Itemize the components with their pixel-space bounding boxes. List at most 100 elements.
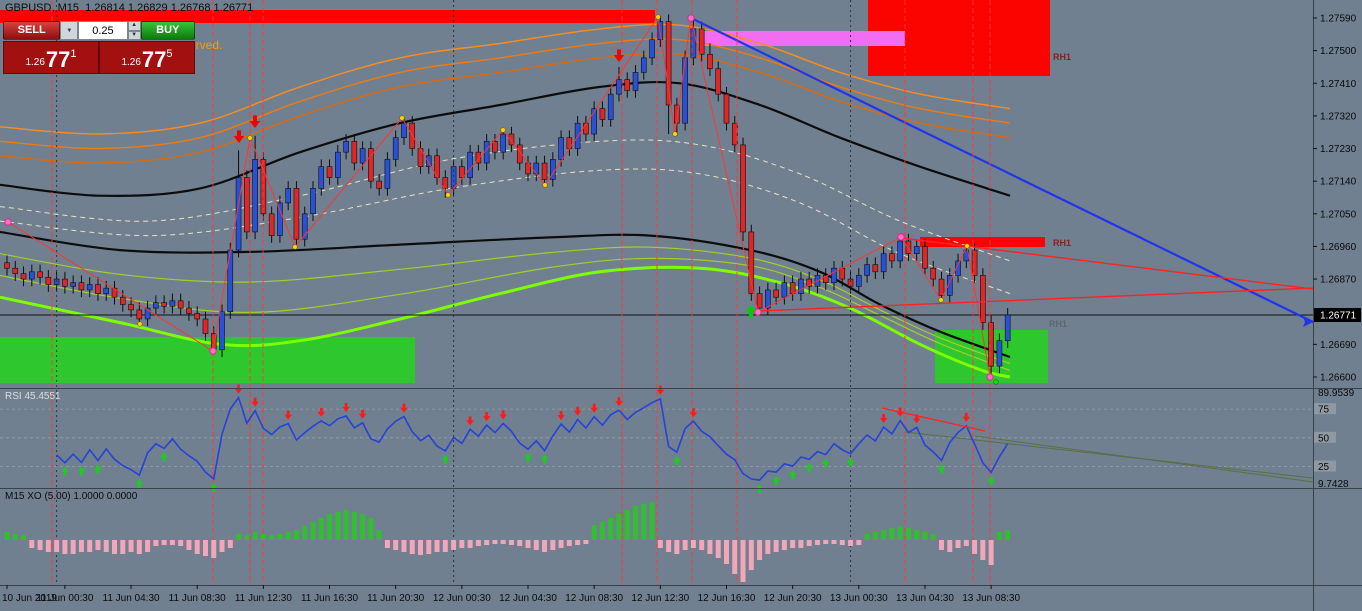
xo-indicator-label: M15 XO (5.00) 1.0000 0.0000 (5, 491, 138, 502)
sell-button[interactable]: SELL (3, 21, 61, 40)
candle (235, 177, 242, 251)
caret-down-icon: ▼ (66, 27, 73, 34)
time-tick-label: 12 Jun 08:30 (565, 593, 623, 604)
candle (748, 231, 755, 294)
xo-bar-neg (500, 540, 506, 544)
time-tick-label: 10 Jun 2019 (2, 593, 57, 604)
buy-button[interactable]: BUY (140, 21, 195, 40)
moving-averages-layer (0, 23, 1011, 379)
swing-dot-green (993, 379, 999, 385)
candle (723, 93, 730, 124)
time-tick-label: 11 Jun 04:30 (103, 593, 161, 604)
xo-bar-pos (641, 504, 647, 540)
price-scale[interactable]: 1.27590 1.27500 1.27410 1.27320 1.27230 1.271… (1313, 13, 1361, 490)
rsi-indicator-label: RSI 45.4551 (5, 391, 61, 402)
xo-bar-neg (426, 540, 432, 554)
time-tick-label: 13 Jun 00:30 (830, 593, 888, 604)
lot-dropdown-button[interactable]: ▼ (60, 21, 79, 40)
ask-quote-button[interactable]: 1.26 77 5 (99, 41, 195, 74)
rsi-trend-line (881, 407, 986, 432)
candle (715, 68, 722, 95)
xo-bar-neg (186, 540, 192, 550)
price-tick-label: 1.27050 (1320, 209, 1357, 220)
candle (996, 340, 1003, 367)
time-tick-label: 11 Jun 08:30 (169, 593, 227, 604)
bid-price-prefix: 1.26 (25, 57, 45, 68)
ask-price-pip: 5 (166, 48, 173, 60)
swing-dot-pink (4, 218, 12, 226)
candle (988, 322, 994, 367)
xo-bar-neg (442, 540, 448, 552)
swing-dot-yellow (964, 243, 970, 249)
xo-bar-neg (682, 540, 688, 550)
xo-bar-neg (715, 540, 721, 558)
xo-bar-neg (78, 540, 84, 552)
xo-bar-neg (831, 540, 837, 544)
bid-quote-button[interactable]: 1.26 77 1 (3, 41, 99, 74)
xo-bar-neg (70, 540, 76, 554)
xo-bar-neg (748, 540, 754, 570)
red-line-rising (757, 287, 1314, 312)
current-price-box (1314, 307, 1361, 322)
candle (392, 137, 399, 160)
candle (128, 304, 134, 311)
candle (384, 159, 391, 189)
xo-bar-neg (136, 540, 142, 554)
candle (119, 296, 126, 305)
rsi-level-label: 75 (1318, 405, 1330, 416)
spinner-up-icon[interactable]: ▲ (127, 21, 141, 31)
rsi-max-label: 89.9539 (1318, 388, 1355, 399)
xo-bar-neg (95, 540, 101, 550)
xo-bar-neg (575, 540, 581, 545)
swing-dot-yellow (500, 127, 506, 133)
candle (500, 133, 507, 153)
swing-dot-yellow (542, 182, 548, 188)
time-tick-label: 12 Jun 00:30 (433, 593, 491, 604)
xo-bar-neg (947, 540, 953, 552)
bid-price-big: 77 (45, 47, 71, 72)
xo-bar-pos (1005, 530, 1011, 540)
candle (86, 284, 93, 291)
xo-bar-neg (666, 540, 672, 552)
candle (359, 148, 366, 164)
swing-dot-yellow (399, 115, 405, 121)
candle (632, 72, 639, 91)
xo-bar-neg (87, 540, 93, 552)
xo-bar-pos (368, 518, 374, 540)
xo-bar-pos (310, 522, 316, 540)
xo-bar-neg (939, 540, 945, 550)
xo-bar-neg (409, 540, 415, 554)
xo-bar-pos (327, 514, 333, 540)
candle (798, 278, 804, 294)
spinner-down-icon[interactable]: ▼ (127, 30, 141, 40)
ma-pale-dash-1 (0, 139, 1011, 262)
lot-size-input[interactable] (79, 24, 127, 37)
candle (1004, 314, 1011, 342)
xo-bar-neg (211, 540, 217, 558)
xo-bar-neg (120, 540, 126, 554)
xo-bar-neg (707, 540, 713, 554)
swing-dot-pink (687, 14, 695, 22)
xo-bar-pos (591, 525, 597, 540)
time-tick-label: 11 Jun 00:30 (36, 593, 94, 604)
candle (971, 249, 978, 276)
xo-bar-pos (351, 512, 357, 540)
xo-bar-pos (4, 532, 10, 540)
price-tick-label: 1.27500 (1320, 46, 1357, 57)
xo-bar-neg (45, 540, 51, 552)
rsi-fan-line (904, 431, 1314, 479)
ask-price-prefix: 1.26 (121, 57, 141, 68)
zone-label: RH1 (1053, 52, 1071, 62)
rsi-pane (0, 384, 1314, 494)
xo-bar-neg (699, 540, 705, 550)
candle (698, 28, 705, 55)
xo-bar-neg (467, 540, 473, 548)
xo-bar-pos (318, 518, 324, 540)
trade-buttons-row: SELL ▼ ▲ ▼ BUY (3, 21, 195, 40)
swing-dot-yellow (137, 321, 143, 327)
xo-bar-neg (566, 540, 572, 546)
rsi-level-label: 50 (1318, 433, 1330, 444)
